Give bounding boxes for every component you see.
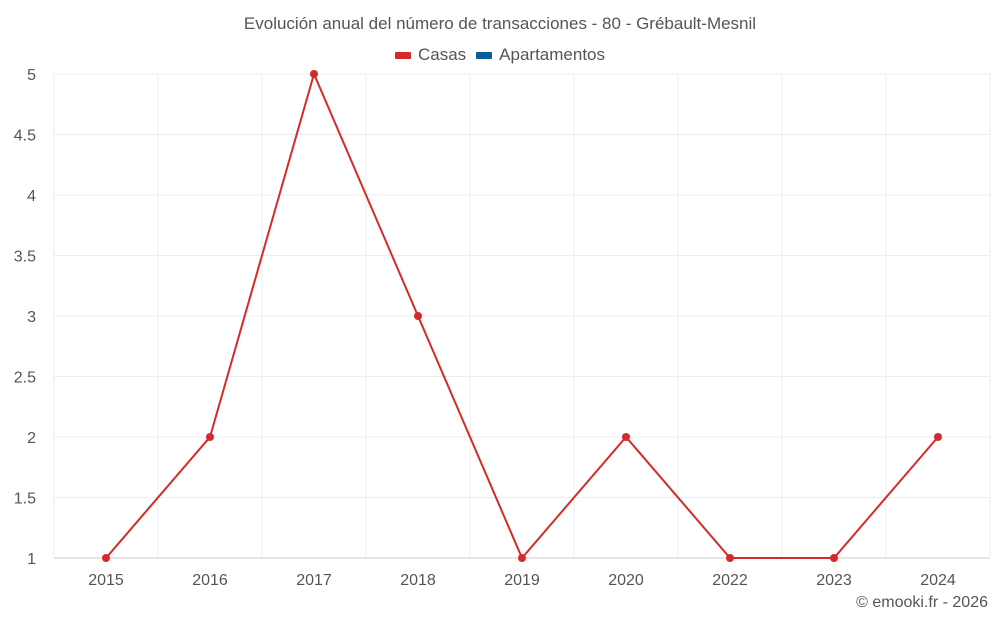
legend-swatch-apartamentos [476, 51, 493, 59]
x-tick-label: 2016 [192, 572, 228, 589]
chart-title: Evolución anual del número de transaccio… [243, 14, 757, 33]
data-point [934, 433, 942, 441]
copyright-text: © emooki.fr - 2026 [856, 594, 988, 611]
y-tick-label: 3 [27, 309, 36, 326]
legend: Casas Apartamentos [0, 45, 1000, 65]
legend-label-casas: Casas [417, 45, 467, 64]
y-tick-label: 2.5 [14, 370, 36, 387]
data-point [830, 554, 838, 562]
data-point [310, 70, 318, 78]
y-tick-label: 1 [27, 551, 36, 568]
legend-swatch-casas [394, 51, 411, 59]
y-tick-label: 5 [27, 67, 36, 84]
x-tick-label: 2024 [920, 572, 956, 589]
x-tick-label: 2019 [504, 572, 540, 589]
data-point [726, 554, 734, 562]
y-tick-label: 3.5 [14, 249, 36, 266]
x-tick-label: 2020 [608, 572, 644, 589]
data-point [518, 554, 526, 562]
x-tick-label: 2015 [88, 572, 124, 589]
y-tick-label: 4.5 [14, 128, 36, 145]
y-tick-label: 2 [27, 430, 36, 447]
legend-item-casas[interactable]: Casas [394, 45, 467, 65]
legend-item-apartamentos[interactable]: Apartamentos [476, 45, 605, 65]
x-tick-label: 2023 [816, 572, 852, 589]
y-tick-label: 4 [27, 188, 36, 205]
x-tick-label: 2018 [400, 572, 436, 589]
y-tick-label: 1.5 [14, 491, 36, 508]
data-point [622, 433, 630, 441]
legend-label-apartamentos: Apartamentos [499, 45, 606, 64]
data-point [102, 554, 110, 562]
x-tick-label: 2017 [296, 572, 332, 589]
data-point [206, 433, 214, 441]
data-point [414, 312, 422, 320]
x-tick-label: 2022 [712, 572, 748, 589]
